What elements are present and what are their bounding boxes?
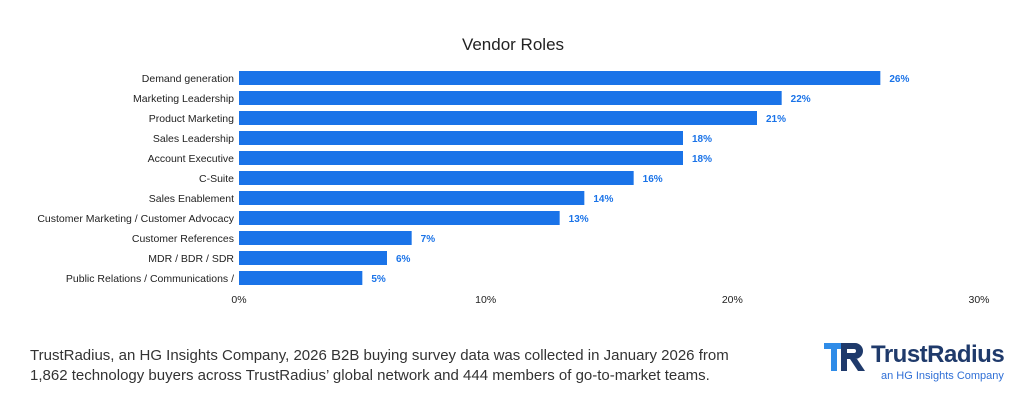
category-label: Customer References — [132, 233, 234, 245]
category-label: Demand generation — [142, 73, 234, 85]
category-label: Sales Leadership — [153, 133, 234, 145]
footnote-line-1: TrustRadius, an HG Insights Company, 202… — [30, 347, 729, 364]
data-label: 7% — [421, 234, 436, 245]
data-label: 18% — [692, 154, 712, 165]
x-axis-ticks: 0% 10% 20% 30% — [231, 294, 989, 306]
bar — [239, 251, 387, 265]
category-labels: Demand generation Marketing Leadership Pro… — [37, 73, 234, 285]
category-label: MDR / BDR / SDR — [148, 253, 234, 265]
bar — [239, 271, 363, 285]
data-label: 18% — [692, 134, 712, 145]
bar-chart: Vendor Roles Demand generation Marketing … — [37, 35, 989, 306]
logo-wordmark: TrustRadius — [871, 341, 1005, 368]
data-label: 5% — [371, 274, 386, 285]
category-label: Marketing Leadership — [133, 93, 234, 105]
x-tick-label: 20% — [722, 294, 743, 306]
x-tick-label: 10% — [475, 294, 496, 306]
value-labels: 26% 22% 21% 18% 18% 16% 14% 13% 7% 6% 5% — [371, 74, 909, 285]
data-label: 26% — [889, 74, 909, 85]
x-tick-label: 0% — [231, 294, 246, 306]
chart-title: Vendor Roles — [462, 35, 564, 54]
bar — [239, 151, 683, 165]
category-label: Account Executive — [148, 153, 235, 165]
category-label: Product Marketing — [149, 113, 234, 125]
category-label: Sales Enablement — [149, 193, 234, 205]
bar — [239, 131, 683, 145]
data-label: 16% — [643, 174, 663, 185]
data-label: 13% — [569, 214, 589, 225]
category-label: Public Relations / Communications / — [66, 273, 234, 285]
data-label: 6% — [396, 254, 411, 265]
survey-footnote: TrustRadius, an HG Insights Company, 202… — [30, 346, 730, 386]
footnote-line-2: 1,862 technology buyers across TrustRadi… — [30, 367, 710, 384]
bar — [239, 171, 634, 185]
category-label: Customer Marketing / Customer Advocacy — [37, 213, 234, 225]
trustradius-logo-icon — [824, 343, 865, 371]
bar — [239, 191, 585, 205]
category-label: C-Suite — [199, 173, 234, 185]
bars-group — [239, 71, 881, 285]
trustradius-logo: TrustRadius an HG Insights Company — [823, 340, 1005, 384]
bar — [239, 71, 881, 85]
data-label: 21% — [766, 114, 786, 125]
bar — [239, 111, 757, 125]
bar — [239, 231, 412, 245]
bar — [239, 211, 560, 225]
data-label: 22% — [791, 94, 811, 105]
data-label: 14% — [593, 194, 613, 205]
bar — [239, 91, 782, 105]
logo-tagline: an HG Insights Company — [881, 370, 1004, 382]
x-tick-label: 30% — [968, 294, 989, 306]
